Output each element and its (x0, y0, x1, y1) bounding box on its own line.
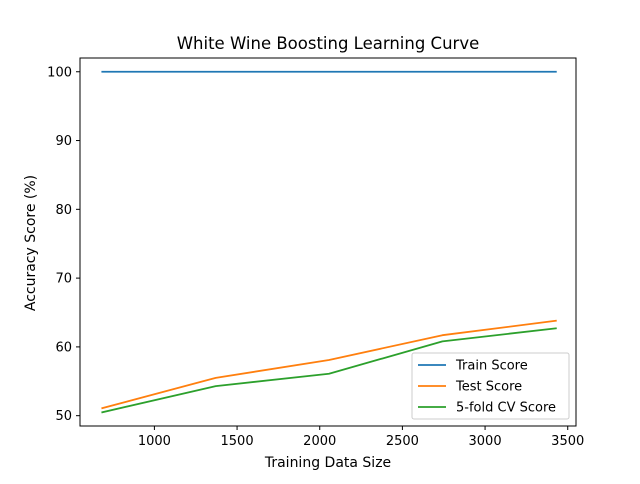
x-tick-label-5: 3500 (551, 434, 584, 449)
legend-label-1: Test Score (455, 380, 522, 395)
tick-layer: 1000 1500 2000 2500 3000 3500 50 60 70 80 90 100 (47, 65, 584, 449)
series-line-1 (101, 319, 557, 410)
chart-title: White Wine Boosting Learning Curve (177, 34, 480, 53)
legend-label-2: 5-fold CV Score (456, 401, 556, 416)
y-tick-label-5: 100 (47, 65, 72, 80)
x-tick-label-3: 2500 (386, 434, 419, 449)
legend: Train Score Test Score 5-fold CV Score (411, 352, 570, 420)
x-tick-label-0: 1000 (138, 434, 171, 449)
y-tick-label-1: 60 (55, 340, 72, 355)
y-tick-label-0: 50 (55, 409, 72, 424)
series-line-2 (101, 327, 557, 414)
plot-frame (79, 57, 577, 427)
y-tick-label-2: 70 (55, 272, 72, 287)
y-tick-label-3: 80 (55, 203, 72, 218)
x-axis-label: Training Data Size (264, 455, 391, 471)
legend-label-0: Train Score (455, 359, 528, 374)
y-tick-label-4: 90 (55, 134, 72, 149)
x-tick-label-4: 3000 (469, 434, 502, 449)
series-layer (101, 70, 557, 414)
y-axis-label: Accuracy Score (%) (23, 175, 39, 311)
x-tick-label-1: 1500 (221, 434, 254, 449)
legend-box (411, 352, 570, 420)
x-tick-label-2: 2000 (303, 434, 336, 449)
